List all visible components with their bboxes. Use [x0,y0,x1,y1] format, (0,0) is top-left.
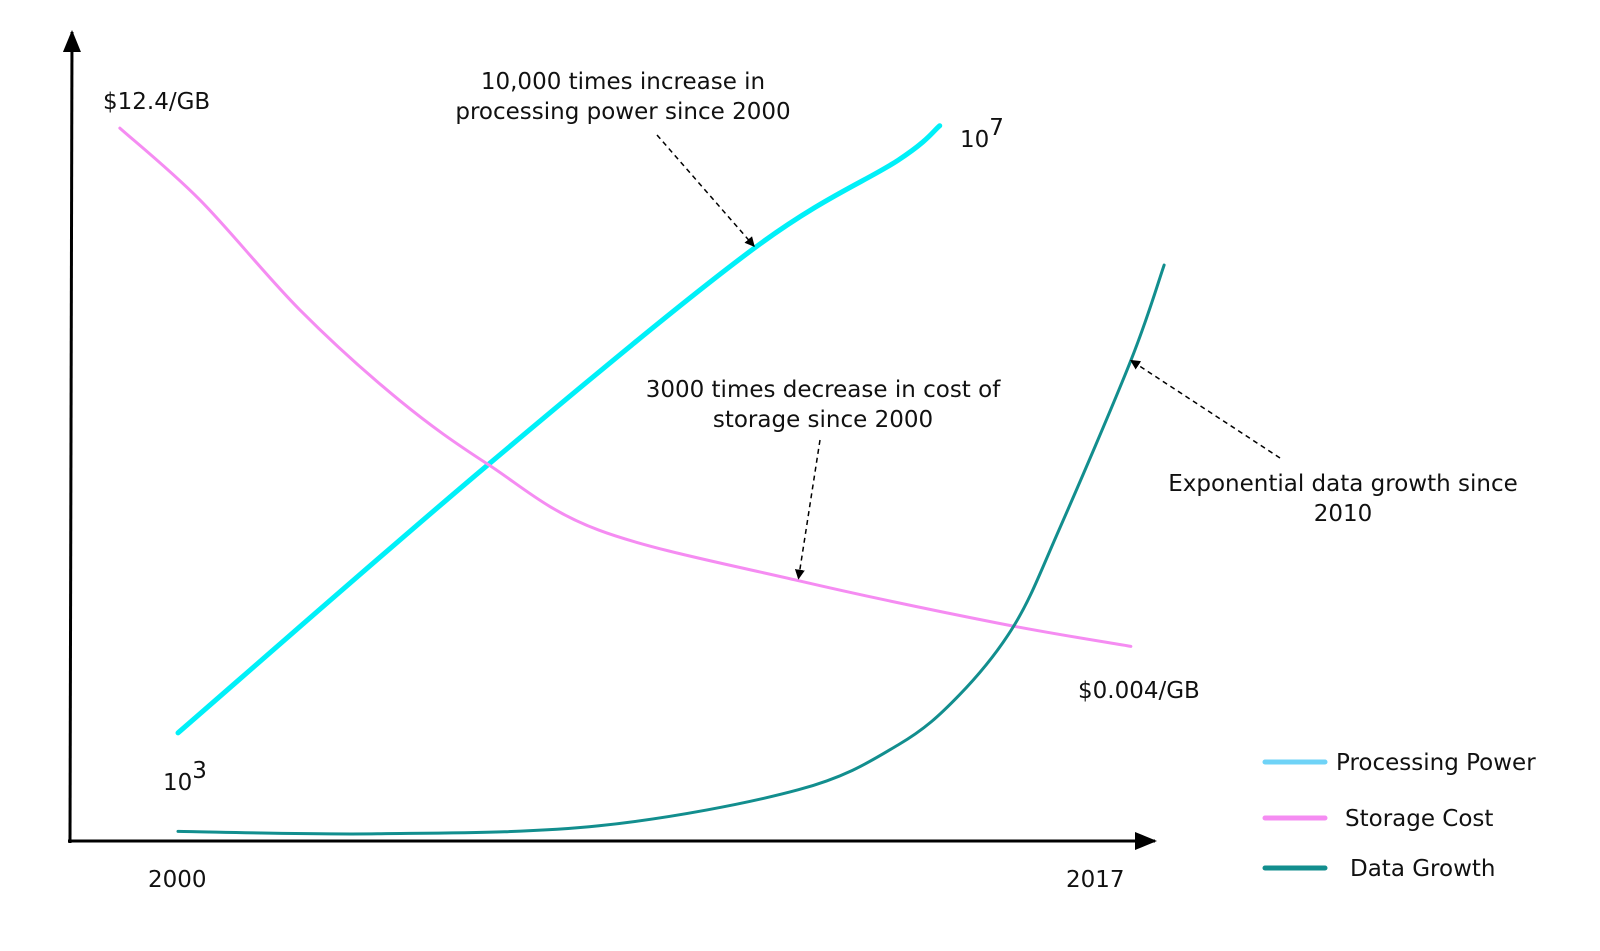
annotation-arrow-2 [794,439,821,580]
annotation-arrow-1 [656,134,755,248]
x-tick-2017: 2017 [1066,867,1125,893]
annotation-storage-line1: 3000 times decrease in cost of [646,377,1002,403]
annotation-arrow-3 [1130,359,1281,459]
annotation-processing-line1: 10,000 times increase in [481,69,765,95]
series-line-storage-cost [118,126,1133,648]
annotation-storage-line2: storage since 2000 [713,407,933,433]
series-line-data-growth [176,263,1166,836]
y-axis [62,30,81,844]
processing-start-label: 103 [163,758,207,796]
x-tick-2000: 2000 [148,867,207,893]
legend-label-storage-cost: Storage Cost [1345,806,1493,832]
processing-end-label: 107 [960,115,1004,153]
annotation-processing-line2: processing power since 2000 [455,99,790,125]
annotation-data-line2: 2010 [1314,501,1373,527]
legend-label-processing-power: Processing Power [1336,750,1536,776]
legend: Processing Power Storage Cost Data Growt… [1262,750,1536,882]
series-line-processing-power [175,123,943,736]
storage-start-label: $12.4/GB [103,89,210,115]
annotation-data-line1: Exponential data growth since [1168,471,1518,497]
storage-end-label: $0.004/GB [1078,678,1200,704]
legend-label-data-growth: Data Growth [1350,856,1495,882]
